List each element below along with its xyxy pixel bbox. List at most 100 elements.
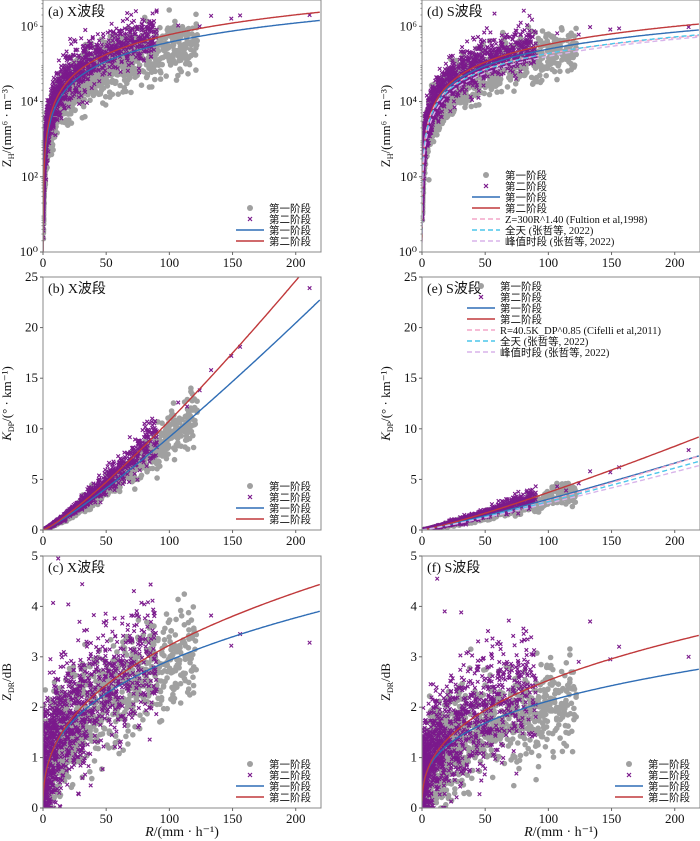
data-point-stage2 xyxy=(82,89,88,95)
data-point-stage1 xyxy=(79,115,86,121)
data-point-stage2 xyxy=(132,471,137,476)
y-tick-label: 10⁶ xyxy=(20,18,38,33)
data-point-stage1 xyxy=(147,61,153,68)
data-point-stage2 xyxy=(45,104,51,109)
data-point-stage2 xyxy=(118,69,123,75)
x-tick-label: 200 xyxy=(286,255,306,270)
data-point-stage1 xyxy=(121,85,128,91)
data-point-stage2 xyxy=(121,460,126,465)
data-point-stage1 xyxy=(148,69,155,75)
data-point-stage1 xyxy=(136,62,143,68)
data-point-stage1 xyxy=(188,42,194,48)
data-point-stage2 xyxy=(99,42,104,47)
legend-entry: 第二阶段 xyxy=(236,235,311,248)
data-point-stage1 xyxy=(184,38,190,44)
data-point-stage2 xyxy=(79,36,84,41)
data-point-stage2 xyxy=(89,85,94,91)
data-point-stage1 xyxy=(98,87,105,93)
data-point-stage1 xyxy=(179,23,186,30)
data-point-stage1 xyxy=(143,74,150,81)
data-point-stage2 xyxy=(107,71,112,77)
data-point-stage1 xyxy=(80,103,87,110)
data-point-stage2 xyxy=(126,479,132,485)
data-point-stage2 xyxy=(85,44,90,50)
data-point-stage2 xyxy=(93,68,98,73)
data-point-stage2 xyxy=(125,58,130,63)
legend-marker-dot xyxy=(247,205,253,211)
data-point-stage1 xyxy=(110,69,117,76)
data-point-stage2 xyxy=(68,62,73,68)
data-point-stage2 xyxy=(59,116,64,121)
data-point-stage2 xyxy=(56,58,62,63)
data-point-stage1 xyxy=(156,56,163,62)
data-point-stage2 xyxy=(116,37,121,43)
data-point-stage2 xyxy=(143,30,148,36)
data-point-stage1 xyxy=(173,77,180,83)
data-point-stage1 xyxy=(188,385,194,392)
data-point-stage1 xyxy=(193,11,199,18)
data-point-stage1 xyxy=(106,89,113,95)
data-point-stage2 xyxy=(130,27,135,32)
data-point-stage1 xyxy=(121,77,128,83)
data-point-stage1 xyxy=(186,435,193,442)
data-point-stage1 xyxy=(181,44,188,51)
data-point-stage2 xyxy=(147,459,152,464)
data-point-stage1 xyxy=(157,24,163,31)
data-point-stage1 xyxy=(158,430,165,436)
data-point-stage2 xyxy=(76,53,81,59)
data-point-stage2 xyxy=(120,18,126,24)
data-point-stage1 xyxy=(171,456,178,463)
data-point-stage2 xyxy=(129,26,135,31)
data-point-stage2 xyxy=(129,12,134,17)
data-point-stage2 xyxy=(48,94,53,100)
data-point-stage2 xyxy=(73,48,78,53)
data-point-stage2 xyxy=(100,31,106,37)
data-point-stage2 xyxy=(97,79,102,84)
data-point-stage2 xyxy=(71,52,76,57)
data-point-stage2 xyxy=(83,47,88,52)
data-point-stage2 xyxy=(107,45,112,51)
data-point-stage2 xyxy=(89,41,94,46)
data-point-stage1 xyxy=(177,34,184,40)
data-point-stage1 xyxy=(104,83,111,89)
data-point-stage1 xyxy=(96,91,102,98)
data-point-stage2 xyxy=(100,49,105,55)
data-point-stage2 xyxy=(81,43,86,48)
data-point-stage2 xyxy=(95,45,100,50)
panel-title: (a) X波段 xyxy=(48,4,105,20)
data-point-stage2 xyxy=(61,72,66,78)
data-point-stage1 xyxy=(177,54,183,61)
legend-entry: 第二阶段 xyxy=(247,213,311,226)
data-point-stage1 xyxy=(65,111,72,117)
data-point-stage2 xyxy=(124,54,130,59)
data-point-stage2 xyxy=(128,34,133,40)
data-point-stage1 xyxy=(172,18,178,25)
legend-entry: 第一阶段 xyxy=(236,224,311,237)
data-point-stage1 xyxy=(194,37,200,44)
data-point-stage1 xyxy=(175,26,182,33)
data-point-stage2 xyxy=(138,35,144,40)
data-point-stage1 xyxy=(170,27,177,34)
data-point-stage1 xyxy=(146,84,153,90)
data-point-stage1 xyxy=(156,458,162,465)
x-tick-label: 50 xyxy=(100,255,113,270)
data-point-stage2 xyxy=(58,109,63,115)
data-point-stage2 xyxy=(154,9,159,14)
data-point-stage2 xyxy=(95,32,100,37)
data-point-stage2 xyxy=(133,9,139,14)
legend-label: 第二阶段 xyxy=(269,235,311,248)
data-point-stage2 xyxy=(67,88,72,93)
data-point-stage1 xyxy=(166,7,172,13)
data-point-stage2 xyxy=(106,41,111,46)
data-point-stage1 xyxy=(154,45,160,51)
data-point-stage1 xyxy=(173,442,180,448)
data-point-stage2 xyxy=(70,94,75,99)
data-point-stage1 xyxy=(115,91,121,97)
data-point-stage2 xyxy=(93,500,98,505)
data-point-stage2 xyxy=(149,29,154,34)
data-point-stage2 xyxy=(125,10,130,16)
data-point-stage1 xyxy=(173,431,180,438)
data-point-stage1 xyxy=(157,68,163,74)
data-point-stage1 xyxy=(134,72,140,79)
data-point-stage2 xyxy=(107,64,112,70)
